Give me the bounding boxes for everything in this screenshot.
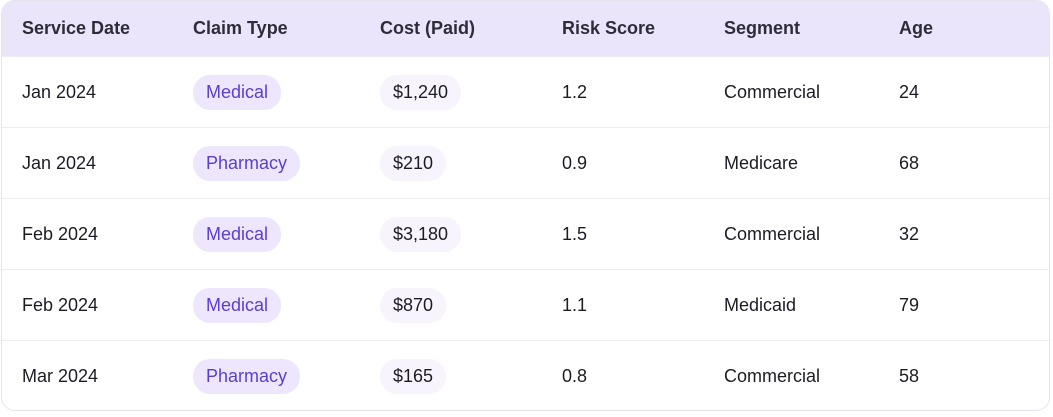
table-cell: Medical	[173, 56, 360, 128]
table-cell: Pharmacy	[173, 340, 360, 410]
header-row: Service Date Claim Type Cost (Paid) Risk Sc…	[2, 1, 1049, 57]
table-cell: 0.8	[542, 340, 704, 410]
table-cell: Mar 2024	[2, 340, 173, 410]
table-cell: 1.1	[542, 269, 704, 341]
claims-table: Service Date Claim Type Cost (Paid) Risk Sc…	[2, 1, 1049, 410]
claim-type-pill: Medical	[193, 74, 282, 110]
table-cell: Jan 2024	[2, 127, 173, 199]
table-cell: $165	[360, 340, 542, 410]
table-cell: 24	[879, 56, 1049, 128]
claim-type-pill: Medical	[193, 216, 282, 252]
table-cell: $1,240	[360, 56, 542, 128]
table-cell: 0.9	[542, 127, 704, 199]
cost-pill: $165	[380, 358, 447, 394]
table-cell: 68	[879, 127, 1049, 199]
table-cell: $3,180	[360, 198, 542, 270]
table-row: Mar 2024 Pharmacy $165 0.8 Commercial 58	[2, 340, 1049, 410]
table-row: Jan 2024 Pharmacy $210 0.9 Medicare 68	[2, 127, 1049, 199]
cost-pill: $870	[380, 287, 447, 323]
table-cell: Medicaid	[704, 269, 879, 341]
table-cell: $870	[360, 269, 542, 341]
claim-type-pill: Pharmacy	[193, 145, 301, 181]
table-cell: 32	[879, 198, 1049, 270]
table-cell: Jan 2024	[2, 56, 173, 128]
table-cell: Feb 2024	[2, 269, 173, 341]
table-cell: Commercial	[704, 56, 879, 128]
column-header: Cost (Paid)	[360, 1, 542, 57]
table-row: Jan 2024 Medical $1,240 1.2 Commercial 24	[2, 56, 1049, 128]
table-cell: Pharmacy	[173, 127, 360, 199]
table-cell: 1.5	[542, 198, 704, 270]
table-cell: Feb 2024	[2, 198, 173, 270]
cost-pill: $210	[380, 145, 447, 181]
table-row: Feb 2024 Medical $870 1.1 Medicaid 79	[2, 269, 1049, 341]
table-cell: Medicare	[704, 127, 879, 199]
table-body: Jan 2024 Medical $1,240 1.2 Commercial 24 Jan …	[2, 56, 1049, 410]
table-cell: 79	[879, 269, 1049, 341]
cost-pill: $1,240	[380, 74, 462, 110]
claim-type-pill: Medical	[193, 287, 282, 323]
column-header: Risk Score	[542, 1, 704, 57]
column-header: Service Date	[2, 1, 173, 57]
table-cell: Commercial	[704, 340, 879, 410]
column-header: Claim Type	[173, 1, 360, 57]
table-cell: Medical	[173, 198, 360, 270]
claim-type-pill: Pharmacy	[193, 358, 301, 394]
table-cell: Medical	[173, 269, 360, 341]
table-cell: Commercial	[704, 198, 879, 270]
column-header: Age	[879, 1, 1049, 57]
table-row: Feb 2024 Medical $3,180 1.5 Commercial 32	[2, 198, 1049, 270]
cost-pill: $3,180	[380, 216, 462, 252]
column-header: Segment	[704, 1, 879, 57]
table-cell: 1.2	[542, 56, 704, 128]
table-cell: 58	[879, 340, 1049, 410]
table-cell: $210	[360, 127, 542, 199]
